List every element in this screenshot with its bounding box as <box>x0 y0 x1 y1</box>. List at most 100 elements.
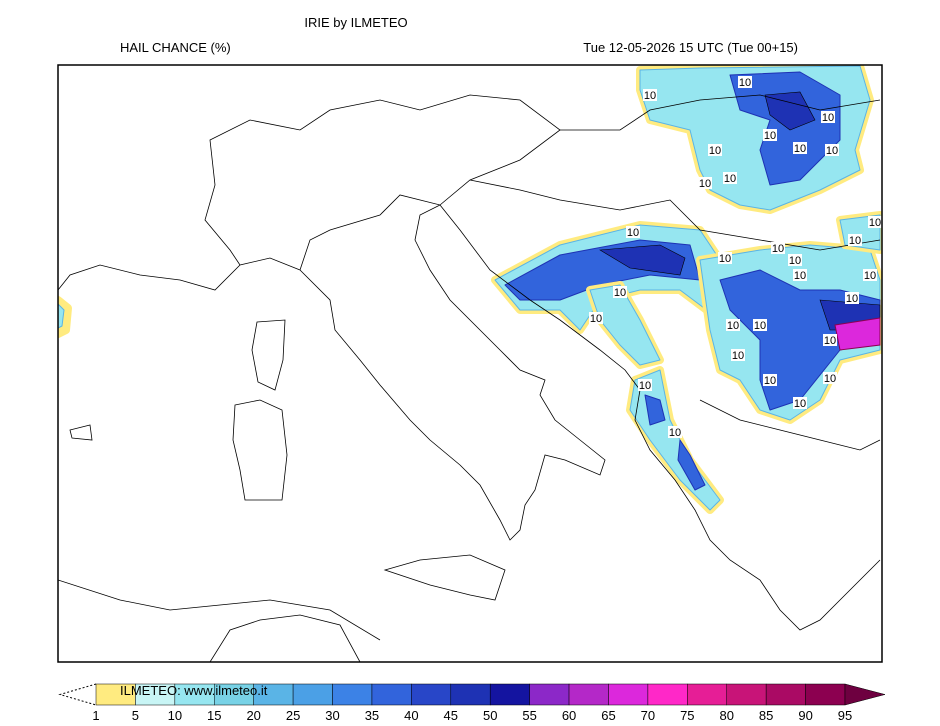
colorbar-tick-label: 1 <box>92 708 99 723</box>
colorbar-tick-label: 10 <box>168 708 182 723</box>
contour-label: 10 <box>764 375 776 387</box>
hail-field <box>58 65 882 514</box>
contour-label-bg <box>793 269 807 281</box>
colorbar-segment <box>411 683 452 706</box>
contour-label: 10 <box>764 130 776 142</box>
colorbar-tick-label: 20 <box>246 708 260 723</box>
contour-label: 10 <box>794 398 806 410</box>
colorbar-tick-label: 55 <box>522 708 536 723</box>
colorbar-segment <box>647 683 688 706</box>
colorbar-segment <box>726 683 767 706</box>
contour-label: 10 <box>846 293 858 305</box>
contour-label-bg <box>753 319 767 331</box>
contour-label-bg <box>793 397 807 409</box>
contour-label: 10 <box>644 90 656 102</box>
contour-label-bg <box>868 216 882 228</box>
contour-label-bg <box>845 292 859 304</box>
colorbar-tick-label: 15 <box>207 708 221 723</box>
colorbar-tick-label: 40 <box>404 708 418 723</box>
colorbar-segment <box>765 683 806 706</box>
map: 10 10 10 10 10 10 10 10 10 10 10 10 10 10 10 10 10 10 10 10… <box>57 64 883 663</box>
colorbar-tick-label: 80 <box>720 708 734 723</box>
contour-label: 10 <box>849 235 861 247</box>
colorbar-segment <box>450 683 491 706</box>
colorbar-tick-label: 30 <box>325 708 339 723</box>
contour-label: 10 <box>732 350 744 362</box>
colorbar-segment <box>529 683 570 706</box>
colorbar-segment <box>608 683 649 706</box>
contour-label-bg <box>668 426 682 438</box>
contour-label-bg <box>821 111 835 123</box>
contour-label-bg <box>589 312 603 324</box>
colorbar-tick-label: 50 <box>483 708 497 723</box>
contour-label-bg <box>613 286 627 298</box>
contour-label-bg <box>731 349 745 361</box>
colorbar: ILMETEO: www.ilmeteo.it1 5 10 15 20 25 30 35 40 4… <box>58 683 886 723</box>
contour-label-bg <box>825 144 839 156</box>
colorbar-tick-label: 95 <box>838 708 852 723</box>
contour-label-bg <box>708 144 722 156</box>
contour-label: 10 <box>614 287 626 299</box>
contour-label: 10 <box>869 217 881 229</box>
contour-label-bg <box>823 372 837 384</box>
map-frame <box>57 64 883 663</box>
watermark: ILMETEO: www.ilmeteo.it <box>120 683 268 698</box>
contour-label: 10 <box>719 253 731 265</box>
contour-label: 10 <box>639 380 651 392</box>
contour-label: 10 <box>824 373 836 385</box>
contour-label-bg <box>626 226 640 238</box>
contour-label: 10 <box>864 270 876 282</box>
colorbar-tick-label: 25 <box>286 708 300 723</box>
contour-label-bg <box>788 254 802 266</box>
colorbar-tick-label: 5 <box>132 708 139 723</box>
contour-label: 10 <box>590 313 602 325</box>
contour-label-bg <box>726 319 740 331</box>
colorbar-segment <box>687 683 727 706</box>
contour-label-bg <box>723 172 737 184</box>
colorbar-tick-label: 75 <box>680 708 694 723</box>
title: IRIE by ILMETEO <box>304 15 407 30</box>
contour-label: 10 <box>789 255 801 267</box>
colorbar-segment <box>568 683 609 706</box>
contour-label: 10 <box>824 335 836 347</box>
contour-label: 10 <box>709 145 721 157</box>
colorbar-tick-label: 45 <box>444 708 458 723</box>
contour-label-bg <box>643 89 657 101</box>
contour-label-bg <box>638 379 652 391</box>
contour-label-bg <box>863 269 877 281</box>
contour-label-bg <box>763 129 777 141</box>
colorbar-segment <box>489 683 530 706</box>
colorbar-under-arrow <box>58 683 97 706</box>
contour-label-bg <box>738 76 752 88</box>
colorbar-over-arrow <box>844 683 886 706</box>
contour-label: 10 <box>772 243 784 255</box>
contour-label: 10 <box>699 178 711 190</box>
contour-label: 10 <box>822 112 834 124</box>
contour-label: 10 <box>754 320 766 332</box>
contour-label-bg <box>848 234 862 246</box>
colorbar-tick-label: 70 <box>641 708 655 723</box>
contour-label: 10 <box>727 320 739 332</box>
colorbar-tick-label: 65 <box>601 708 615 723</box>
contour-label: 10 <box>794 143 806 155</box>
colorbar-tick-label: 85 <box>759 708 773 723</box>
contour-label-bg <box>793 142 807 154</box>
variable-label: HAIL CHANCE (%) <box>120 40 231 55</box>
contour-label-bg <box>698 177 712 189</box>
contour-label: 10 <box>826 145 838 157</box>
colorbar-segment <box>371 683 412 706</box>
colorbar-tick-label: 35 <box>365 708 379 723</box>
colorbar-segment <box>332 683 373 706</box>
contour-label: 10 <box>627 227 639 239</box>
contour-label: 10 <box>669 427 681 439</box>
colorbar-segment <box>292 683 333 706</box>
contour-label: 10 <box>724 173 736 185</box>
valid-time: Tue 12-05-2026 15 UTC (Tue 00+15) <box>583 40 798 55</box>
contour-label-bg <box>823 334 837 346</box>
colorbar-tick-label: 60 <box>562 708 576 723</box>
colorbar-tick-label: 90 <box>798 708 812 723</box>
coastlines <box>58 94 881 662</box>
colorbar-segment <box>805 683 846 706</box>
contour-label-bg <box>763 374 777 386</box>
